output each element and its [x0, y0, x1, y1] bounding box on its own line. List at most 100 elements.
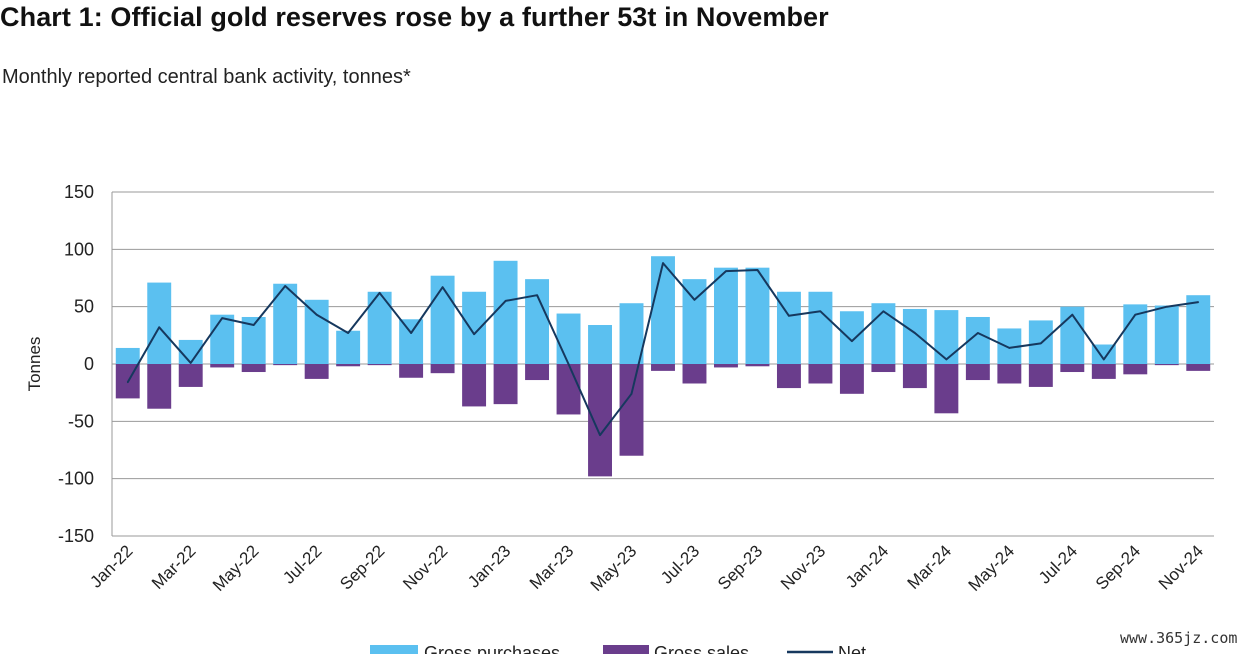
gross-sales-bar: [1091, 364, 1116, 379]
y-tick-label: -150: [58, 526, 94, 546]
net-point: [756, 269, 759, 271]
legend-label-gross-purchases: Gross purchases: [424, 643, 560, 654]
legend-label-gross-sales: Gross sales: [654, 643, 749, 654]
y-tick-label: 50: [74, 297, 94, 317]
chart-title: Chart 1: Official gold reserves rose by …: [0, 2, 829, 32]
y-tick-label: 0: [84, 354, 94, 374]
gross-sales-bar: [367, 364, 392, 366]
net-point: [221, 317, 223, 319]
gross-purchases-bar: [871, 303, 896, 364]
net-point: [693, 298, 696, 301]
net-point: [284, 285, 286, 287]
gross-purchases-bar: [619, 303, 644, 364]
gross-sales-bar: [871, 364, 896, 373]
x-tick-label: Jan-24: [842, 541, 892, 591]
gross-purchases-bar: [115, 347, 140, 364]
net-point: [1134, 313, 1137, 316]
gross-sales-bar: [1028, 364, 1053, 387]
gross-sales-bar: [745, 364, 770, 367]
net-point: [630, 393, 633, 395]
x-tick-label: May-23: [587, 541, 641, 595]
y-tick-label: 150: [64, 182, 94, 202]
net-point: [536, 294, 538, 297]
net-point: [441, 286, 444, 288]
gross-sales-bar: [1154, 364, 1179, 366]
gross-purchases-bar: [493, 260, 518, 364]
gross-sales-bar: [210, 364, 235, 368]
gross-purchases-bar: [682, 279, 707, 364]
net-point: [126, 381, 129, 384]
x-tick-label: Mar-22: [148, 541, 200, 593]
gross-purchases-bar: [304, 299, 329, 364]
net-point: [882, 310, 885, 313]
gross-purchases-bar: [902, 308, 927, 364]
gross-sales-bar: [619, 364, 644, 456]
gross-sales-bar: [651, 364, 675, 371]
watermark-text: www.365jz.com: [1120, 629, 1237, 647]
gross-purchases-bar: [808, 291, 833, 364]
gross-sales-bar: [304, 364, 329, 379]
gross-sales-bar: [399, 364, 424, 378]
net-point: [977, 332, 979, 334]
net-point: [725, 270, 727, 272]
net-point: [315, 313, 318, 316]
gross-purchases-bar: [965, 316, 990, 364]
x-tick-label: Jul-24: [1035, 541, 1081, 587]
gross-sales-bar: [776, 364, 801, 389]
net-point: [504, 300, 507, 302]
gross-purchases-bar: [178, 339, 203, 364]
gross-purchases-bar: [714, 267, 738, 364]
net-point: [347, 332, 349, 334]
gross-sales-bar: [997, 364, 1022, 384]
net-point: [378, 292, 381, 294]
x-tick-label: May-22: [209, 541, 263, 595]
gross-sales-bar: [556, 364, 581, 415]
gross-sales-bar: [588, 364, 612, 477]
x-tick-label: Jan-23: [464, 541, 514, 591]
gross-sales-bar: [336, 364, 361, 367]
x-tick-label: May-24: [965, 541, 1019, 595]
gross-sales-bar: [1060, 364, 1085, 373]
x-tick-label: Sep-23: [714, 541, 766, 593]
series-gross-purchases: [115, 256, 1211, 364]
legend-label-net: Net: [838, 643, 866, 654]
gross-sales-bar: [147, 364, 172, 409]
gross-purchases-bar: [745, 267, 770, 364]
gross-sales-bar: [178, 364, 203, 387]
gross-sales-bar: [682, 364, 707, 384]
gross-sales-bar: [902, 364, 927, 389]
x-axis: Jan-22 Mar-22 May-22 Jul-22 Sep-22 Nov-22 Jan-…: [86, 541, 1207, 595]
y-tick-label: 100: [64, 239, 94, 259]
gross-purchases-bar: [588, 325, 612, 364]
gross-sales-bar: [934, 364, 959, 414]
net-point: [851, 340, 853, 342]
x-tick-label: Sep-22: [336, 541, 388, 593]
net-point: [1165, 305, 1168, 308]
gross-purchases-bar: [1123, 304, 1148, 364]
gross-purchases-bar: [934, 310, 959, 364]
x-tick-label: Mar-24: [904, 541, 956, 593]
series-gross-sales: [115, 364, 1211, 477]
gross-purchases-bar: [525, 279, 550, 364]
x-tick-label: Nov-22: [399, 541, 451, 593]
net-point: [567, 363, 570, 365]
gross-sales-bar: [462, 364, 487, 407]
net-point: [158, 326, 161, 329]
gross-sales-bar: [273, 364, 298, 366]
y-tick-label: -100: [58, 469, 94, 489]
legend-swatch-gross-purchases: [370, 645, 418, 654]
gross-purchases-bar: [556, 313, 581, 364]
gross-purchases-bar: [776, 291, 801, 364]
gross-purchases-bar: [273, 283, 298, 364]
gross-sales-bar: [430, 364, 455, 374]
net-point: [914, 332, 916, 334]
x-tick-label: Jul-23: [657, 541, 703, 587]
x-tick-label: Jul-22: [279, 541, 325, 587]
gross-purchases-bar: [399, 319, 424, 364]
net-point: [819, 310, 822, 313]
gross-sales-bar: [493, 364, 518, 405]
legend: Gross purchases Gross sales Net: [370, 643, 866, 654]
net-point: [1197, 301, 1200, 303]
legend-swatch-gross-sales: [603, 645, 649, 654]
